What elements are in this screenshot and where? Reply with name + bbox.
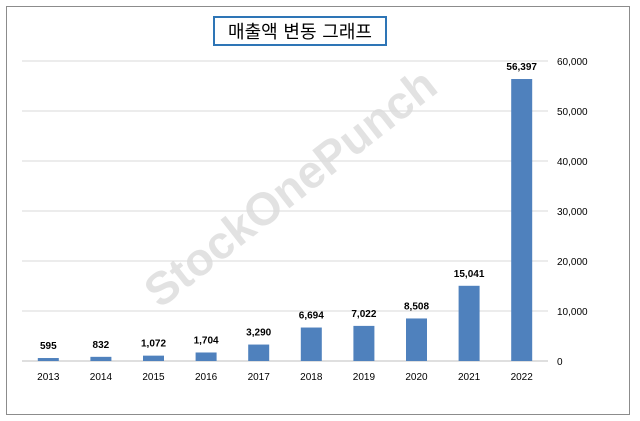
bar-2015 [143,355,164,361]
y-tick-label: 30,000 [557,207,588,218]
x-tick-label-2019: 2019 [353,372,376,383]
bar-2014 [90,356,112,361]
bar-2016 [195,352,217,361]
x-tick-label-2018: 2018 [300,372,323,383]
x-tick-label-2020: 2020 [405,372,428,383]
data-label-2016: 1,704 [194,335,219,346]
bar-2019 [353,325,375,361]
x-tick-label-2016: 2016 [195,372,218,383]
y-tick-label: 20,000 [557,257,588,268]
data-label-2021: 15,041 [454,269,485,280]
bars [37,79,533,361]
x-tick-label-2013: 2013 [37,372,60,383]
x-tick-label-2015: 2015 [142,372,165,383]
y-tick-label: 0 [557,357,563,368]
data-label-2013: 595 [40,341,57,352]
bar-2021 [458,285,480,361]
bar-2013 [37,358,59,361]
watermark-text: StockOnePunch [134,58,446,318]
data-label-2017: 3,290 [246,328,271,339]
data-label-2022: 56,397 [506,62,537,73]
y-tick-label: 40,000 [557,157,588,168]
bar-2018 [300,327,322,361]
y-tick-label: 10,000 [557,307,588,318]
chart-title-box: 매출액 변동 그래프 [213,16,387,46]
y-tick-label: 50,000 [557,107,588,118]
x-tick-label-2021: 2021 [458,372,481,383]
data-label-2014: 832 [93,340,110,351]
bar-2020 [406,318,427,361]
chart-title: 매출액 변동 그래프 [228,22,372,43]
y-tick-label: 60,000 [557,57,588,68]
data-label-2019: 7,022 [351,309,376,320]
data-labels: 595 832 1,072 1,704 3,290 6,694 7,022 8,508 15,0… [40,62,537,352]
title-border [213,16,387,46]
x-tick-label-2017: 2017 [248,372,271,383]
x-tick-label-2014: 2014 [90,372,113,383]
x-axis-ticks: 2013 2014 2015 2016 2017 2018 2019 2020 2021 2022 [37,372,533,383]
watermark: StockOnePunch [134,58,446,318]
bar-2022 [511,79,533,361]
y-axis-ticks: 0 10,000 20,000 30,000 40,000 50,000 60,000 [557,57,588,368]
x-tick-label-2022: 2022 [511,372,534,383]
data-label-2018: 6,694 [299,311,324,322]
bar-2017 [248,344,270,361]
data-label-2015: 1,072 [141,339,166,350]
data-label-2020: 8,508 [404,301,429,312]
